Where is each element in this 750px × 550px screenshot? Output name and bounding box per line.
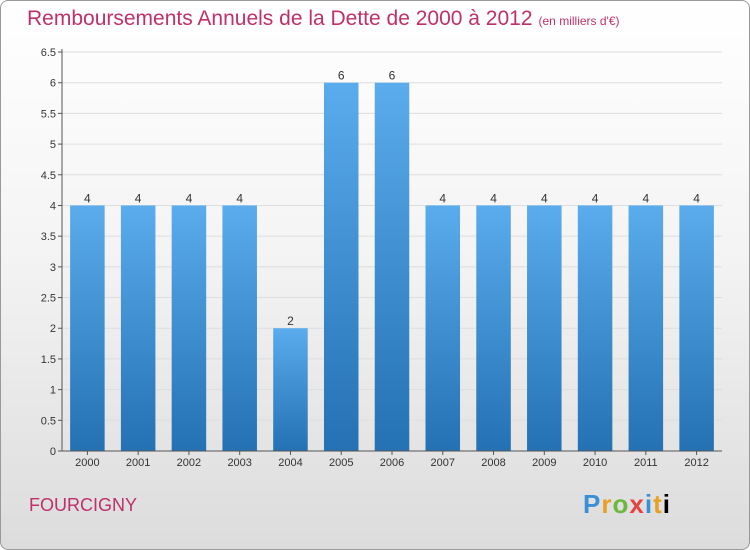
data-label: 6 xyxy=(389,69,396,83)
y-tick-label: 1 xyxy=(50,385,56,397)
bar xyxy=(476,205,511,451)
data-label: 4 xyxy=(236,191,243,205)
bar xyxy=(70,205,105,451)
data-labels: 4 4 4 4 2 6 6 4 4 4 4 4 4 xyxy=(84,69,700,329)
axes xyxy=(61,49,722,452)
x-tick-label: 2004 xyxy=(278,457,302,469)
bars xyxy=(70,82,714,451)
y-tick-label: 3.5 xyxy=(41,231,56,243)
data-label: 4 xyxy=(439,191,446,205)
chart-unit: (en milliers d'€) xyxy=(538,14,620,28)
bar xyxy=(273,328,308,451)
bar xyxy=(171,205,207,451)
logo-letter: P xyxy=(583,489,602,519)
y-tick-label: 2.5 xyxy=(41,293,56,305)
x-tick-label: 2011 xyxy=(634,457,658,469)
bar xyxy=(527,205,562,451)
logo-letter: i xyxy=(662,489,671,519)
x-tick-label: 2009 xyxy=(532,457,556,469)
x-tick-label: 2002 xyxy=(177,457,201,469)
bar xyxy=(222,205,257,451)
y-tick-label: 1.5 xyxy=(41,354,56,366)
city-name: FOURCIGNY xyxy=(29,495,137,515)
data-label: 2 xyxy=(287,314,294,328)
x-tick-label: 2010 xyxy=(583,457,607,469)
bar xyxy=(679,205,714,451)
x-tick-label: 2003 xyxy=(227,457,251,469)
data-label: 4 xyxy=(490,191,497,205)
y-tick-label: 6 xyxy=(50,78,56,90)
data-label: 6 xyxy=(338,69,345,83)
y-tick-label: 5 xyxy=(50,139,56,151)
y-tick-label: 0.5 xyxy=(41,415,56,427)
data-label: 4 xyxy=(592,191,599,205)
bar xyxy=(577,205,613,451)
bar xyxy=(120,205,156,451)
x-tick-label: 2001 xyxy=(126,457,150,469)
data-label: 4 xyxy=(135,191,142,205)
data-label: 4 xyxy=(186,191,193,205)
data-label: 4 xyxy=(84,191,91,205)
data-label: 4 xyxy=(541,191,548,205)
data-label: 4 xyxy=(643,191,650,205)
y-tick-label: 3 xyxy=(50,262,56,274)
data-label: 4 xyxy=(693,191,700,205)
proxiti-logo: Proxiti xyxy=(583,489,671,520)
bar xyxy=(323,82,359,451)
y-axis-ticks: 0 0.5 1 1.5 2 2.5 3 3.5 4 4.5 5 5.5 6 6.5 xyxy=(41,47,62,458)
logo-letter: o xyxy=(612,489,630,519)
y-tick-label: 6.5 xyxy=(41,47,56,59)
bar xyxy=(425,205,461,451)
bar xyxy=(628,205,664,451)
x-tick-label: 2006 xyxy=(380,457,404,469)
x-tick-label: 2000 xyxy=(75,457,99,469)
y-tick-label: 4.5 xyxy=(41,170,56,182)
logo-letter: i xyxy=(644,489,654,519)
y-tick-label: 4 xyxy=(50,200,56,212)
logo-letter: x xyxy=(629,489,645,519)
x-axis-ticks: 2000 2001 2002 2003 2004 2005 2006 2007 2008 2009… xyxy=(75,451,709,469)
logo-letter: r xyxy=(601,489,613,519)
logo-letter: t xyxy=(653,489,663,519)
y-tick-label: 5.5 xyxy=(41,108,56,120)
chart-title-text: Remboursements Annuels de la Dette de 20… xyxy=(27,7,533,30)
y-tick-label: 2 xyxy=(50,323,56,335)
y-tick-label: 0 xyxy=(50,446,56,458)
x-tick-label: 2008 xyxy=(481,457,505,469)
bar xyxy=(374,82,410,451)
x-tick-label: 2012 xyxy=(684,457,708,469)
x-tick-label: 2005 xyxy=(329,457,353,469)
chart-title: Remboursements Annuels de la Dette de 20… xyxy=(27,7,620,31)
x-tick-label: 2007 xyxy=(431,457,455,469)
